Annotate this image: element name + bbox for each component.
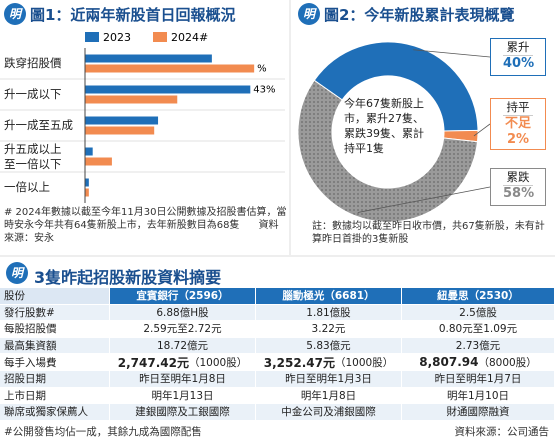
legend-swatch bbox=[153, 32, 167, 42]
table-cell: 發行股數# bbox=[0, 304, 110, 322]
legend-label: 累升 bbox=[506, 40, 530, 54]
table-cell: 財通國際融資 bbox=[402, 404, 555, 421]
bar bbox=[85, 85, 251, 94]
leader-line bbox=[357, 186, 491, 213]
table-cell: 每股招股價 bbox=[0, 321, 110, 338]
category-label: 升五成以上至一倍以下 bbox=[4, 141, 62, 171]
cell-amount: 8,807.94 bbox=[419, 355, 479, 370]
table-cell: 昨日至明年1月3日 bbox=[256, 371, 402, 388]
table-cell: 聯席或獨家保薦人 bbox=[0, 404, 110, 421]
table-cell: 明年1月10日 bbox=[402, 387, 555, 405]
charts: 2023 2024#% 43% bbox=[0, 0, 555, 257]
value-label: 不足2% bbox=[503, 115, 533, 147]
logo: 明 bbox=[4, 3, 26, 25]
chart-title: 圖1：近兩年新股首日回報概況 bbox=[30, 6, 236, 24]
donut-slice bbox=[313, 41, 479, 132]
bar bbox=[85, 126, 155, 135]
note: # 2024年數據以截至今年11月30日公開數據及招股書估算，當時安永今年共有6… bbox=[4, 207, 287, 231]
legend-box: 累升 40% bbox=[490, 38, 546, 76]
bar bbox=[85, 64, 255, 73]
table-cell: 0.80元至1.09元 bbox=[402, 321, 555, 338]
table-cell: 2.5億股 bbox=[402, 304, 555, 322]
bar bbox=[85, 116, 159, 125]
source: 資料來源：公司通告 bbox=[454, 426, 550, 438]
center-text: 今年67隻新股上市，累升27隻、累跌39隻、累計持平1隻 bbox=[344, 97, 424, 155]
bar bbox=[85, 95, 178, 104]
footnote: # 2024年數據以截至今年11月30日公開數據及招股書估算，當時安永今年共有6… bbox=[4, 206, 288, 245]
cell-amount: 2,747.42元 bbox=[117, 355, 189, 370]
legend-box: 持平 不足2% bbox=[490, 98, 546, 150]
logo: 明 bbox=[298, 3, 320, 25]
category-label: 跌穿招股價 bbox=[4, 55, 62, 70]
table-title: 3隻昨起招股新股資料摘要 bbox=[34, 268, 222, 287]
legend-label: 2023 bbox=[103, 31, 131, 44]
table-cell: 8,807.94 （8000股） bbox=[402, 354, 555, 371]
bar bbox=[85, 157, 112, 166]
cell-lot: （8000股） bbox=[478, 356, 537, 369]
value-label: 58% bbox=[503, 185, 535, 201]
donut-slice bbox=[297, 79, 479, 223]
bar bbox=[85, 147, 93, 156]
legend-label: 累跌 bbox=[506, 170, 530, 184]
table-cell: 每手入場費 bbox=[0, 354, 110, 371]
leader-line bbox=[413, 49, 491, 58]
table-cell: 2.73億元 bbox=[402, 337, 555, 355]
legend-label: 2024# bbox=[171, 31, 208, 44]
bar bbox=[85, 188, 89, 197]
table-cell: 3,252.47元 （1000股） bbox=[256, 354, 402, 371]
table-cell: 明年1月13日 bbox=[110, 387, 256, 405]
source: 資料來源：安永 bbox=[4, 220, 279, 244]
note: 註：數據均以截至昨日收市價，共67隻新股，未有計算昨日首掛的3隻新股 bbox=[312, 221, 545, 245]
legend-label: 持平 bbox=[506, 100, 530, 114]
cell-lot: （1000股） bbox=[188, 356, 248, 369]
header-cell: 紐曼思（2530） bbox=[402, 288, 555, 305]
legend-box: 累跌 58% bbox=[490, 168, 546, 206]
value-label: 40% bbox=[503, 55, 535, 71]
cell-amount: 3,252.47元 bbox=[263, 355, 335, 370]
note: #公開發售均佔一成，其餘九成為國際配售 bbox=[4, 426, 202, 438]
table-cell: 中金公司及浦銀國際 bbox=[256, 404, 402, 421]
category-label: 升一成至五成 bbox=[4, 117, 73, 132]
chart-title: 圖2：今年新股累計表現概覽 bbox=[324, 6, 515, 24]
bar bbox=[85, 178, 89, 187]
table: 股份 宜賓銀行（2596） 腦動極光（6681） 紐曼思（2530） 發行股數# 6.88… bbox=[0, 288, 555, 422]
table-cell: 上市日期 bbox=[0, 387, 110, 405]
table-cell: 昨日至明年1月8日 bbox=[110, 371, 256, 388]
header-cell: 股份 bbox=[0, 288, 110, 305]
legend-swatch bbox=[85, 32, 99, 42]
table-cell: 建銀國際及工銀國際 bbox=[110, 404, 256, 421]
table-cell: 1.81億股 bbox=[256, 304, 402, 322]
logo: 明 bbox=[6, 262, 28, 284]
header-cell: 腦動極光（6681） bbox=[256, 288, 402, 305]
table-cell: 昨日至明年1月7日 bbox=[402, 371, 555, 388]
table-cell: 最高集資額 bbox=[0, 337, 110, 355]
table-cell: 18.72億元 bbox=[110, 337, 256, 355]
value-label: 43% bbox=[253, 85, 275, 96]
category-label: 一倍以上 bbox=[4, 179, 50, 194]
table-cell: 明年1月8日 bbox=[256, 387, 402, 405]
table-cell: 招股日期 bbox=[0, 371, 110, 388]
header-cell: 宜賓銀行（2596） bbox=[110, 288, 256, 305]
table-cell: 2.59元至2.72元 bbox=[110, 321, 256, 338]
bar bbox=[85, 54, 212, 63]
value-label: % bbox=[257, 64, 267, 75]
cell-lot: （1000股） bbox=[334, 356, 394, 369]
table-cell: 5.83億元 bbox=[256, 337, 402, 355]
table-cell: 3.22元 bbox=[256, 321, 402, 338]
table-cell: 6.88億H股 bbox=[110, 304, 256, 322]
category-label: 升一成以下 bbox=[4, 86, 62, 101]
table-cell: 2,747.42元 （1000股） bbox=[110, 354, 256, 371]
leader-line bbox=[473, 123, 491, 137]
